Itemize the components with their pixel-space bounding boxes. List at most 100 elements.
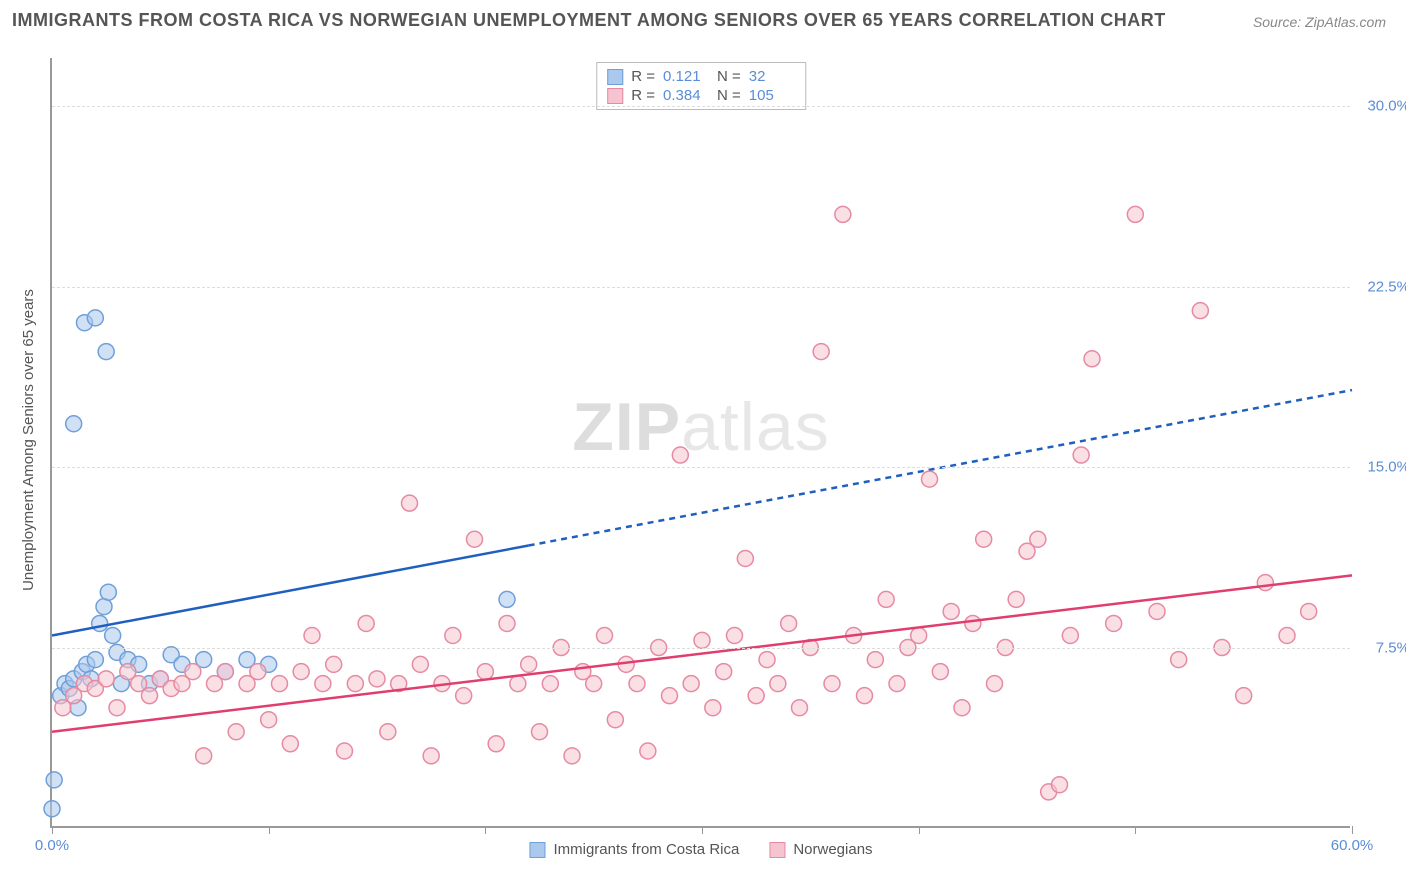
- x-tick: [702, 826, 703, 834]
- data-point: [488, 736, 504, 752]
- data-point: [737, 551, 753, 567]
- correlation-chart: IMMIGRANTS FROM COSTA RICA VS NORWEGIAN …: [0, 0, 1406, 892]
- data-point: [142, 688, 158, 704]
- swatch-icon: [769, 842, 785, 858]
- data-point: [66, 416, 82, 432]
- data-point: [1149, 603, 1165, 619]
- swatch-icon: [529, 842, 545, 858]
- data-point: [781, 615, 797, 631]
- data-point: [1279, 628, 1295, 644]
- data-point: [100, 584, 116, 600]
- gridline: [52, 467, 1350, 468]
- x-tick: [919, 826, 920, 834]
- series-legend: Immigrants from Costa Rica Norwegians: [529, 841, 872, 858]
- source-attribution: Source: ZipAtlas.com: [1253, 14, 1386, 30]
- data-point: [727, 628, 743, 644]
- data-point: [694, 632, 710, 648]
- scatter-svg: [52, 58, 1350, 826]
- data-point: [1257, 575, 1273, 591]
- y-tick-label: 15.0%: [1367, 459, 1406, 476]
- data-point: [857, 688, 873, 704]
- data-point: [586, 676, 602, 692]
- x-tick: [52, 826, 53, 834]
- data-point: [109, 700, 125, 716]
- data-point: [521, 656, 537, 672]
- data-point: [293, 664, 309, 680]
- data-point: [1008, 591, 1024, 607]
- data-point: [824, 676, 840, 692]
- data-point: [1171, 652, 1187, 668]
- data-point: [1127, 206, 1143, 222]
- data-point: [976, 531, 992, 547]
- data-point: [532, 724, 548, 740]
- data-point: [607, 712, 623, 728]
- data-point: [1192, 303, 1208, 319]
- data-point: [510, 676, 526, 692]
- gridline: [52, 648, 1350, 649]
- data-point: [96, 599, 112, 615]
- data-point: [261, 712, 277, 728]
- data-point: [759, 652, 775, 668]
- data-point: [196, 748, 212, 764]
- y-axis-label: Unemployment Among Seniors over 65 years: [20, 289, 37, 591]
- data-point: [282, 736, 298, 752]
- data-point: [867, 652, 883, 668]
- data-point: [423, 748, 439, 764]
- data-point: [792, 700, 808, 716]
- data-point: [347, 676, 363, 692]
- data-point: [315, 676, 331, 692]
- y-tick-label: 30.0%: [1367, 98, 1406, 115]
- data-point: [87, 310, 103, 326]
- data-point: [304, 628, 320, 644]
- data-point: [369, 671, 385, 687]
- data-point: [272, 676, 288, 692]
- data-point: [813, 344, 829, 360]
- trend-line: [52, 546, 529, 636]
- data-point: [467, 531, 483, 547]
- data-point: [640, 743, 656, 759]
- data-point: [1052, 777, 1068, 793]
- data-point: [217, 664, 233, 680]
- data-point: [932, 664, 948, 680]
- data-point: [87, 652, 103, 668]
- gridline: [52, 287, 1350, 288]
- data-point: [250, 664, 266, 680]
- data-point: [412, 656, 428, 672]
- x-tick-label: 0.0%: [35, 837, 69, 854]
- data-point: [683, 676, 699, 692]
- data-point: [445, 628, 461, 644]
- data-point: [835, 206, 851, 222]
- x-tick-label: 60.0%: [1331, 837, 1374, 854]
- data-point: [185, 664, 201, 680]
- data-point: [105, 628, 121, 644]
- gridline: [52, 106, 1350, 107]
- data-point: [564, 748, 580, 764]
- data-point: [889, 676, 905, 692]
- data-point: [1084, 351, 1100, 367]
- x-tick: [1352, 826, 1353, 834]
- data-point: [1301, 603, 1317, 619]
- data-point: [1062, 628, 1078, 644]
- legend-item: Immigrants from Costa Rica: [529, 841, 739, 858]
- data-point: [402, 495, 418, 511]
- legend-item: Norwegians: [769, 841, 872, 858]
- data-point: [597, 628, 613, 644]
- data-point: [965, 615, 981, 631]
- x-tick: [269, 826, 270, 834]
- data-point: [1073, 447, 1089, 463]
- data-point: [228, 724, 244, 740]
- y-tick-label: 7.5%: [1376, 639, 1406, 656]
- data-point: [716, 664, 732, 680]
- data-point: [326, 656, 342, 672]
- data-point: [456, 688, 472, 704]
- data-point: [878, 591, 894, 607]
- chart-title: IMMIGRANTS FROM COSTA RICA VS NORWEGIAN …: [12, 10, 1166, 31]
- data-point: [987, 676, 1003, 692]
- data-point: [92, 615, 108, 631]
- data-point: [705, 700, 721, 716]
- y-tick-label: 22.5%: [1367, 278, 1406, 295]
- data-point: [1030, 531, 1046, 547]
- data-point: [542, 676, 558, 692]
- data-point: [477, 664, 493, 680]
- data-point: [662, 688, 678, 704]
